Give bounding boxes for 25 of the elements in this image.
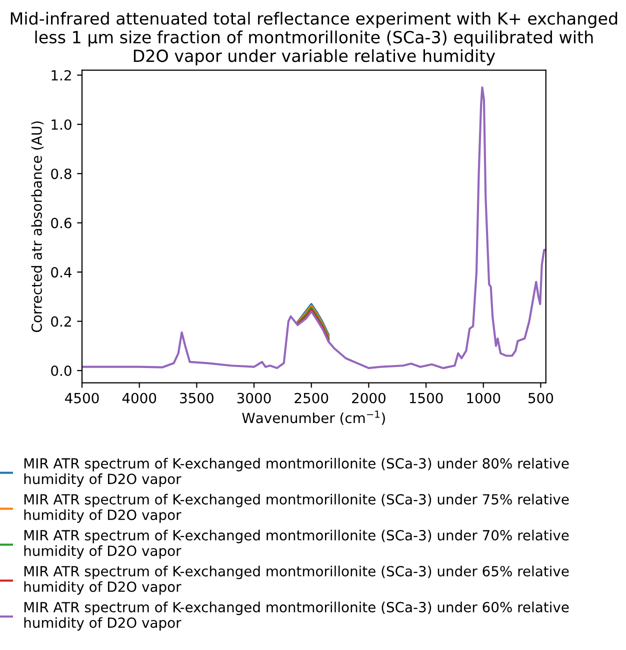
line-series bbox=[82, 86, 546, 370]
x-tick-label: 1000 bbox=[467, 392, 500, 404]
legend-label: MIR ATR spectrum of K-exchanged montmorillonite (SCa-3) under 65% relative humidity of D2O vapor bbox=[24, 566, 569, 595]
chart-title: Mid-infrared attenuated total reflectance experiment with K+ exchanged less 1 μm size fraction of montmorillonite (SCa-3) equilibrated with D2O vapor under variable relative humidity bbox=[10, 12, 618, 66]
x-tick-label: 1500 bbox=[410, 392, 443, 404]
y-tick-label: 0.6 bbox=[51, 218, 72, 228]
x-tick-label: 4000 bbox=[122, 392, 156, 404]
y-tick-label: 0.0 bbox=[51, 366, 72, 376]
legend-label: MIR ATR spectrum of K-exchanged montmorillonite (SCa-3) under 60% relative humidity of D2O vapor bbox=[24, 602, 569, 631]
x-tick-label: 2500 bbox=[294, 392, 328, 404]
x-tick-label: 3000 bbox=[237, 392, 271, 404]
y-tick-label: 0.2 bbox=[51, 316, 71, 327]
x-axis-title: Wavenumber (cm$^{−1}$) bbox=[242, 410, 385, 425]
legend-label: MIR ATR spectrum of K-exchanged montmorillonite (SCa-3) under 80% relative humidity of D2O vapor bbox=[24, 458, 569, 487]
y-tick-label: 1.0 bbox=[52, 119, 72, 130]
y-tick-label: 1.2 bbox=[52, 70, 71, 80]
y-tick-label: 0.8 bbox=[51, 168, 72, 180]
x-tick-label: 500 bbox=[528, 392, 554, 404]
x-tick-label: 2000 bbox=[352, 392, 386, 404]
legend-label: MIR ATR spectrum of K-exchanged montmorillonite (SCa-3) under 70% relative humidity of D2O vapor bbox=[24, 530, 569, 559]
y-axis-title: Corrected atr absorbance (AU) bbox=[31, 121, 44, 332]
legend-label: MIR ATR spectrum of K-exchanged montmorillonite (SCa-3) under 75% relative humidity of D2O vapor bbox=[24, 494, 569, 523]
x-tick-label: 3500 bbox=[180, 392, 214, 404]
x-tick-label: 4500 bbox=[65, 392, 99, 404]
y-tick-label: 0.4 bbox=[51, 267, 72, 278]
